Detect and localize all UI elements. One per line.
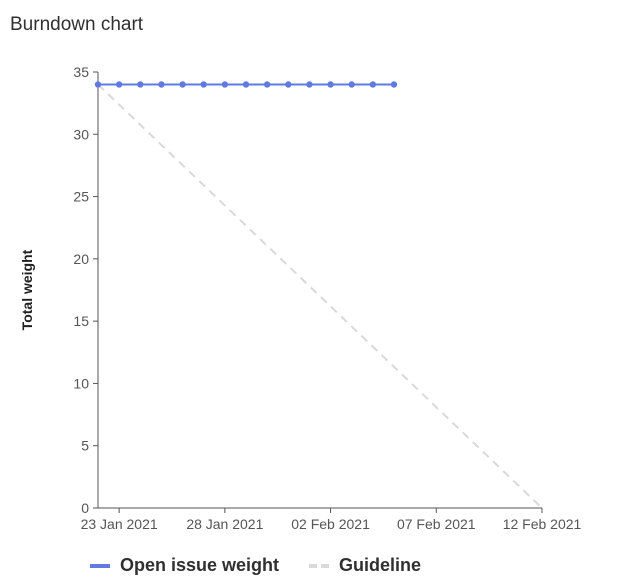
legend-label-open-issue-weight: Open issue weight xyxy=(120,555,280,575)
open-issue-weight-point xyxy=(285,81,292,88)
legend: Open issue weight Guideline xyxy=(90,555,451,576)
y-axis-title: Total weight xyxy=(19,249,35,330)
x-tick-label: 28 Jan 2021 xyxy=(186,516,263,532)
open-issue-weight-point xyxy=(306,81,313,88)
y-tick-label: 15 xyxy=(73,313,89,329)
y-tick-label: 20 xyxy=(73,251,89,267)
open-issue-weight-point xyxy=(200,81,207,88)
open-issue-weight-point xyxy=(263,81,271,88)
chart-title: Burndown chart xyxy=(10,14,144,35)
open-issue-weight-point xyxy=(137,81,144,88)
legend-item-open-issue-weight[interactable]: Open issue weight xyxy=(90,555,279,576)
x-tick-label: 23 Jan 2021 xyxy=(81,516,158,532)
open-issue-weight-point xyxy=(390,81,398,88)
y-tick-label: 10 xyxy=(73,375,89,391)
open-issue-weight-point xyxy=(179,81,186,88)
y-tick-label: 5 xyxy=(81,438,89,454)
open-issue-weight-point xyxy=(242,81,250,88)
guideline-series-line xyxy=(97,83,543,509)
y-tick-label: 30 xyxy=(73,126,89,142)
legend-swatch-guideline xyxy=(309,563,330,568)
y-tick-label: 25 xyxy=(73,189,89,205)
legend-swatch-open-issue-weight xyxy=(90,563,110,568)
open-issue-weight-point xyxy=(158,81,165,88)
x-tick-label: 07 Feb 2021 xyxy=(397,516,476,532)
legend-label-guideline: Guideline xyxy=(339,555,422,575)
x-tick-label: 02 Feb 2021 xyxy=(291,516,370,532)
open-issue-weight-point xyxy=(369,81,377,88)
open-issue-weight-point xyxy=(327,81,334,88)
open-issue-weight-point xyxy=(94,81,102,88)
y-tick-label: 35 xyxy=(73,64,89,80)
open-issue-weight-point xyxy=(115,81,123,88)
open-issue-weight-point xyxy=(348,81,355,88)
legend-item-guideline[interactable]: Guideline xyxy=(309,555,421,576)
x-tick-label: 12 Feb 2021 xyxy=(503,516,582,532)
y-tick-label: 0 xyxy=(81,500,89,516)
open-issue-weight-point xyxy=(221,81,229,88)
